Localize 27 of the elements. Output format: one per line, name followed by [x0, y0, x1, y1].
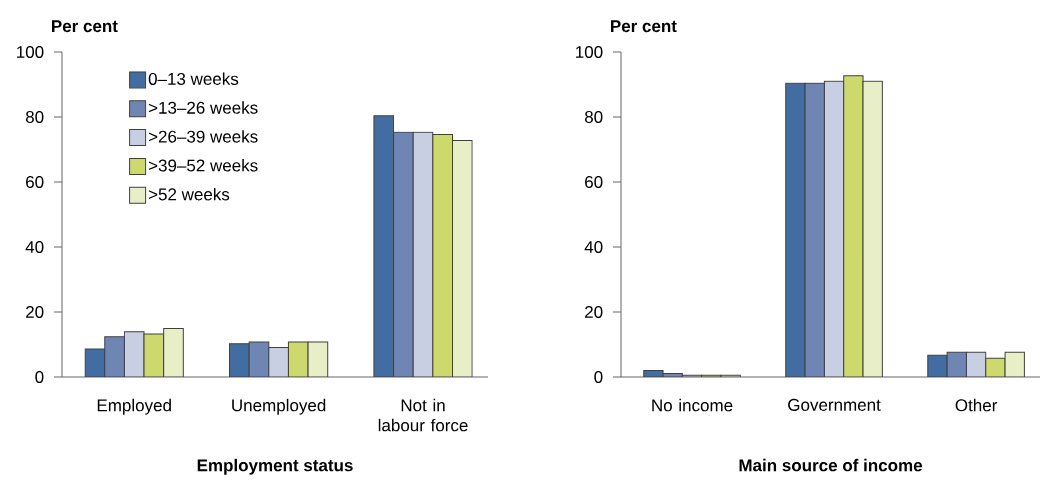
y-tick-label: 80	[25, 110, 44, 123]
x-tick-label: Unemployed	[232, 398, 326, 415]
y-tick-label: 60	[585, 175, 603, 188]
y-tick-label: 60	[26, 175, 44, 188]
x-tick-label: Employed	[97, 398, 171, 415]
legend-label: >52 weeks	[148, 187, 230, 201]
x-tick-label: Not in labour force	[378, 398, 468, 432]
y-tick-label: 100	[17, 45, 44, 58]
y-tick-label: 20	[585, 305, 603, 318]
y-axis-title: Per cent	[52, 20, 118, 32]
legend-label: >13–26 weeks	[148, 101, 258, 114]
y-tick-label: 80	[584, 110, 603, 123]
y-axis-title: Per cent	[611, 20, 677, 32]
legend-label: >26–39 weeks	[148, 130, 258, 143]
y-tick-label: 0	[35, 370, 44, 383]
x-tick-label: Other	[955, 398, 998, 412]
y-tick-label: 0	[594, 370, 603, 383]
legend-label: >39–52 weeks	[148, 158, 258, 172]
x-tick-label: Government	[788, 398, 881, 411]
y-tick-label: 100	[576, 45, 603, 58]
x-axis-title: Employment status	[197, 458, 353, 475]
legend-label: 0–13 weeks	[148, 72, 239, 85]
x-tick-label: No income	[652, 398, 733, 412]
x-axis-title: Main source of income	[739, 458, 923, 472]
y-tick-label: 40	[584, 240, 603, 253]
y-tick-label: 40	[25, 240, 44, 253]
y-tick-label: 20	[26, 305, 44, 318]
